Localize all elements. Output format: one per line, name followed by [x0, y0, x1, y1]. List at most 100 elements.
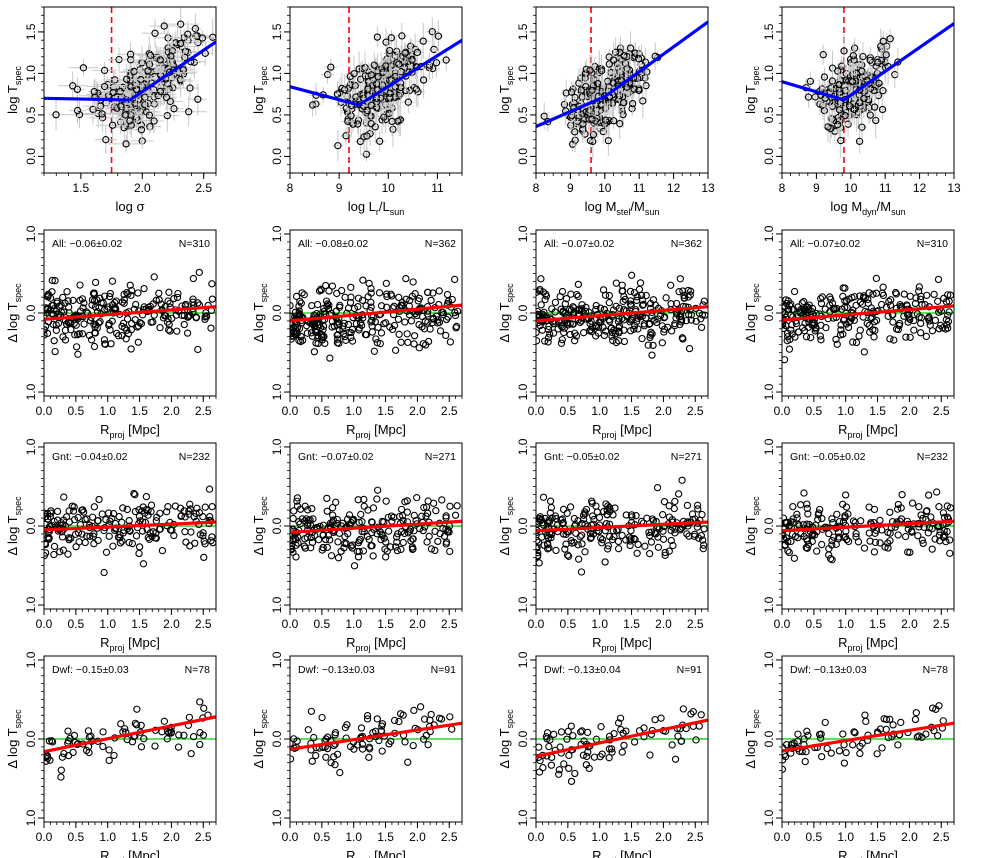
data-point: [44, 304, 50, 312]
data-point: [168, 526, 176, 535]
data-point: [817, 336, 825, 344]
data-point: [367, 101, 375, 109]
data-point: [180, 320, 188, 329]
data-point: [442, 331, 450, 340]
x-axis-label: Rproj​ [Mpc]: [346, 422, 406, 440]
data-point: [582, 303, 590, 312]
x-axis-label: log σ: [116, 199, 145, 214]
data-point: [156, 509, 164, 517]
data-point: [376, 137, 384, 145]
y-tick-label: 1.0: [516, 225, 530, 242]
panel-r2c1: 0.0 0.5 1.0 1.5 2.0 2.5 1.0 0.0 1.0 Rproj​ [Mpc] Δ…: [5, 225, 217, 440]
data-point: [183, 329, 192, 337]
data-point: [394, 315, 403, 323]
data-point: [207, 537, 215, 545]
data-point: [181, 528, 189, 536]
data-point: [430, 45, 438, 54]
x-axis-label: log Mdyn​/Msun​: [830, 199, 905, 217]
data-point: [816, 332, 824, 340]
data-point: [561, 309, 569, 317]
x-axis-label: log Lr​/Lsun​: [348, 199, 405, 217]
data-point: [135, 549, 143, 558]
data-point: [109, 88, 117, 97]
data-point: [633, 293, 641, 301]
data-point: [65, 303, 73, 311]
y-tick-label: 1.0: [270, 596, 284, 613]
data-point: [184, 30, 192, 38]
data-point: [806, 77, 815, 85]
data-point: [112, 297, 120, 305]
data-point: [618, 314, 626, 323]
data-point: [120, 124, 128, 132]
data-point: [360, 502, 368, 510]
data-point: [47, 509, 55, 517]
data-point: [135, 543, 144, 551]
data-point: [912, 294, 920, 302]
data-point: [541, 290, 550, 298]
data-point: [834, 120, 842, 129]
x-tick-label: 11: [431, 181, 444, 195]
data-point: [354, 496, 362, 504]
data-point: [126, 281, 134, 289]
data-point: [628, 315, 637, 323]
data-point: [50, 550, 58, 559]
data-point: [829, 304, 837, 313]
data-point: [321, 535, 330, 544]
data-point: [195, 509, 204, 517]
data-point: [298, 289, 306, 297]
data-point: [57, 308, 65, 316]
data-point: [879, 291, 888, 300]
data-point: [300, 542, 308, 550]
data-point: [52, 111, 60, 119]
data-point: [325, 301, 333, 309]
data-point: [354, 553, 363, 561]
data-point: [199, 532, 207, 540]
data-point: [592, 332, 600, 340]
data-point: [135, 512, 144, 520]
data-point: [61, 299, 69, 307]
data-point: [863, 319, 871, 328]
data-point: [790, 287, 799, 296]
data-point: [800, 297, 808, 306]
data-point: [682, 316, 690, 325]
data-point: [340, 86, 349, 94]
data-point: [76, 307, 85, 315]
panel-r1c4: 8 9 10 11 12 13 0.0 0.5 1.0 1.5 log Mdyn​/Msun​ log…: [743, 6, 961, 217]
data-point: [76, 281, 84, 289]
x-tick-label: 12: [667, 181, 681, 195]
data-point: [90, 87, 98, 96]
data-point: [577, 86, 585, 94]
data-point: [332, 498, 340, 506]
data-point: [446, 547, 454, 556]
x-tick-label: 0.5: [560, 404, 577, 418]
data-point: [100, 82, 109, 91]
data-point: [671, 322, 679, 330]
data-point: [206, 513, 214, 521]
data-point: [431, 546, 439, 555]
data-point: [372, 335, 380, 343]
stat-annotation: Gnt: −0.04±0.02: [52, 451, 128, 463]
data-point: [562, 295, 571, 303]
data-point: [443, 290, 452, 299]
data-point: [348, 544, 356, 552]
x-tick-label: 0.5: [314, 617, 331, 631]
data-point: [166, 299, 174, 308]
data-point: [339, 325, 347, 333]
data-point: [162, 93, 171, 102]
data-point: [72, 543, 80, 551]
data-point: [612, 279, 620, 287]
data-point: [540, 308, 548, 316]
fit-line: [44, 40, 216, 102]
data-point: [166, 97, 174, 106]
data-point: [102, 548, 111, 556]
data-point: [347, 283, 355, 292]
data-point: [373, 530, 381, 538]
x-tick-label: 0.0: [36, 617, 53, 631]
data-point: [442, 56, 450, 64]
panel-r2c2: 0.0 0.5 1.0 1.5 2.0 2.5 1.0 0.0 1.0 Rproj​ [Mpc] Δ…: [251, 225, 463, 440]
data-point: [181, 53, 189, 62]
data-point: [406, 296, 414, 305]
data-point: [839, 316, 848, 324]
data-point: [308, 301, 316, 310]
data-point: [866, 111, 874, 119]
